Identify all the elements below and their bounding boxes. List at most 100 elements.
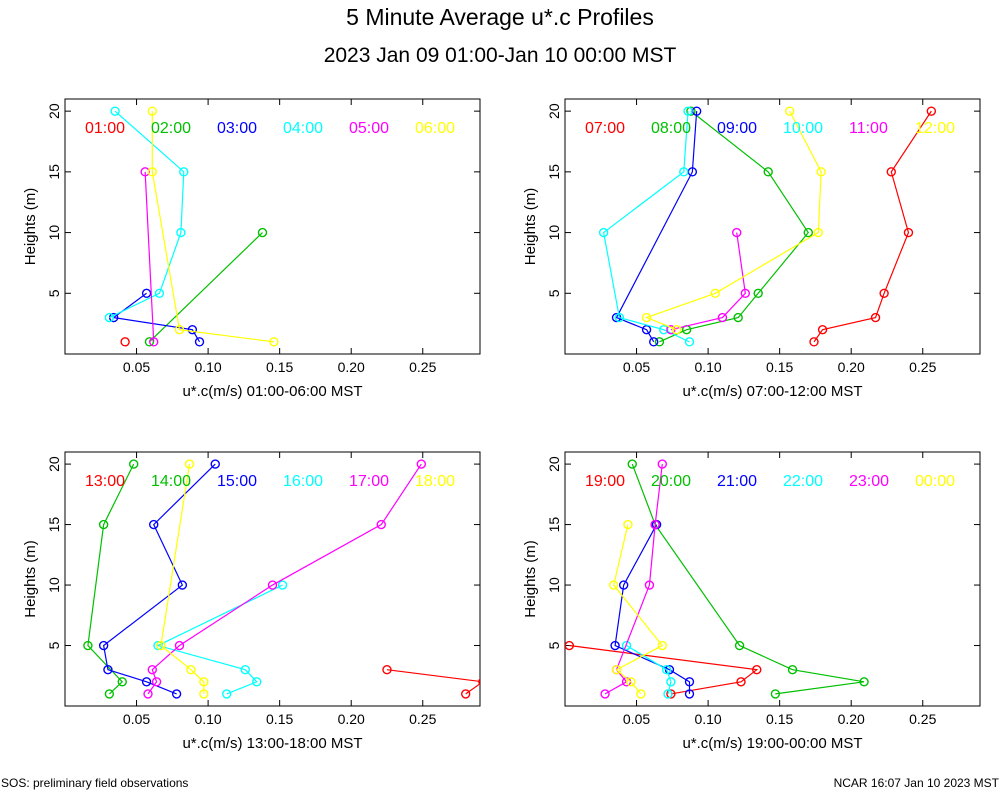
x-tick-label: 0.25	[409, 711, 436, 727]
data-point	[117, 677, 127, 687]
data-point	[816, 167, 826, 177]
data-point	[870, 312, 881, 323]
data-point	[187, 325, 198, 335]
data-point	[267, 580, 278, 590]
data-point	[734, 640, 745, 651]
data-point	[257, 227, 268, 238]
x-axis-label: u*.c(m/s) 07:00-12:00 MST	[682, 383, 862, 400]
legend-label: 00:00	[915, 473, 955, 490]
data-point	[763, 167, 773, 177]
data-point	[240, 665, 251, 675]
data-point	[147, 665, 157, 675]
legend-label: 08:00	[651, 120, 691, 137]
data-point	[140, 167, 150, 177]
legend-label: 07:00	[585, 120, 625, 137]
series-line-0500	[144, 171, 155, 342]
series-group	[104, 106, 279, 347]
x-tick-label: 0.05	[123, 711, 150, 727]
data-point	[478, 678, 480, 686]
data-point	[787, 665, 798, 675]
series-group	[598, 106, 937, 347]
series-group	[83, 459, 480, 699]
y-axis-label: Heights (m)	[522, 188, 539, 266]
series-group	[565, 459, 869, 699]
series-line-1500	[102, 463, 216, 695]
series-line-2200	[626, 645, 672, 695]
data-point	[659, 325, 669, 335]
data-point	[376, 519, 386, 530]
legend-label: 04:00	[283, 120, 323, 137]
series-line-1100	[670, 232, 746, 331]
data-point	[147, 106, 157, 116]
data-point	[151, 677, 162, 687]
x-axis-label: u*.c(m/s) 13:00-18:00 MST	[182, 735, 362, 752]
y-tick-label: 5	[546, 289, 562, 297]
legend-label: 13:00	[85, 473, 125, 490]
data-point	[684, 677, 695, 687]
series-line-1200	[644, 110, 822, 331]
data-point	[416, 459, 427, 469]
series-line-1900	[569, 644, 759, 695]
data-point	[154, 288, 165, 298]
data-point	[650, 519, 660, 530]
chart-panel-3: 0.05 0.10 0.15 0.20 0.25 5 10 15 20 u*.c(m/s) 13:…	[22, 451, 481, 752]
data-point	[179, 167, 189, 177]
y-tick-label: 10	[46, 225, 62, 241]
data-point	[666, 325, 676, 335]
legend-label: 03:00	[217, 120, 257, 137]
series-line-2000	[631, 463, 865, 695]
data-point	[104, 312, 115, 323]
x-tick-label: 0.25	[909, 359, 936, 375]
data-point	[141, 288, 152, 298]
series-line-0700	[813, 110, 932, 343]
data-point	[770, 689, 781, 699]
x-tick-label: 0.20	[338, 359, 365, 375]
data-point	[717, 312, 728, 323]
data-point	[171, 689, 182, 699]
plot-frame	[564, 451, 981, 707]
x-tick-label: 0.05	[123, 359, 150, 375]
data-point	[110, 106, 120, 116]
series-line-1400	[87, 463, 135, 695]
data-point	[104, 689, 115, 699]
data-point	[649, 337, 659, 347]
x-tick-label: 0.15	[766, 711, 793, 727]
x-tick-label: 0.15	[266, 711, 293, 727]
x-axis-label: u*.c(m/s) 19:00-00:00 MST	[682, 735, 862, 752]
data-point	[641, 325, 652, 335]
data-point	[623, 519, 633, 530]
data-point	[679, 167, 689, 177]
x-axis-label: u*.c(m/s) 01:00-06:00 MST	[182, 383, 362, 400]
y-tick-label: 10	[546, 225, 562, 241]
series-line-0400	[109, 110, 185, 319]
legend-label: 15:00	[217, 473, 257, 490]
data-point	[903, 227, 914, 238]
x-tick-label: 0.05	[623, 711, 650, 727]
legend-label: 22:00	[783, 473, 823, 490]
data-point	[657, 640, 668, 651]
data-point	[565, 640, 574, 651]
data-point	[147, 167, 157, 177]
data-point	[174, 640, 185, 651]
data-point	[926, 106, 937, 116]
y-tick-label: 15	[46, 517, 62, 533]
x-tick-label: 0.10	[694, 359, 721, 375]
x-tick-label: 0.15	[766, 359, 793, 375]
legend-label: 20:00	[651, 473, 691, 490]
data-point	[149, 337, 159, 347]
data-point	[661, 665, 672, 675]
x-tick-label: 0.10	[194, 359, 221, 375]
data-point	[120, 337, 130, 347]
series-line-0000	[613, 524, 664, 695]
data-point	[176, 227, 186, 238]
data-point	[644, 580, 655, 590]
legend-label: 16:00	[283, 473, 323, 490]
data-point	[784, 106, 795, 116]
data-point	[683, 106, 693, 116]
data-point	[153, 640, 163, 651]
data-point	[666, 689, 676, 699]
data-point	[608, 580, 619, 590]
x-tick-label: 0.15	[266, 359, 293, 375]
x-tick-label: 0.10	[694, 711, 721, 727]
data-point	[684, 689, 695, 699]
